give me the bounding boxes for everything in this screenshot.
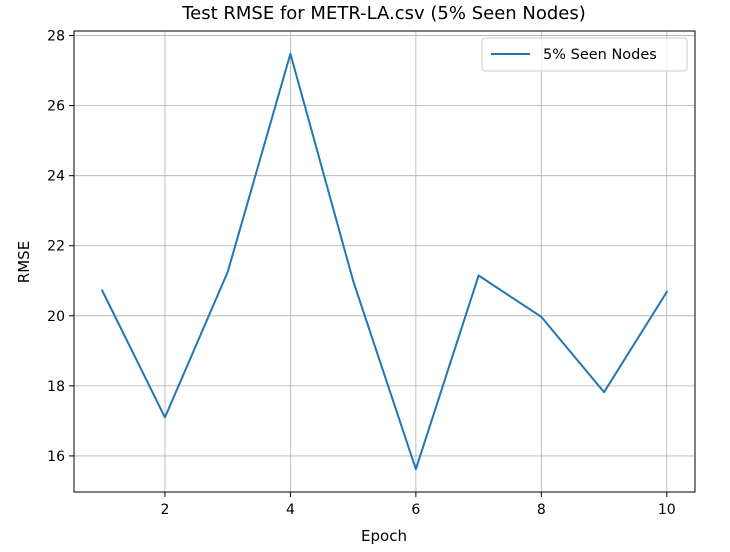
legend-label-5pct-seen-nodes: 5% Seen Nodes: [543, 47, 657, 63]
y-tick-label-26: 26: [47, 99, 65, 115]
x-tick-label-2: 2: [160, 502, 169, 518]
grid: [74, 31, 695, 492]
y-axis-label: RMSE: [15, 241, 33, 283]
y-axis-ticks: 16 18 20 22 24 26 28: [47, 29, 74, 465]
x-tick-label-6: 6: [411, 502, 420, 518]
y-tick-label-20: 20: [47, 309, 65, 325]
x-axis-ticks: 2 4 6 8 10: [160, 492, 676, 518]
series-line-0: [100, 52, 669, 471]
x-tick-label-10: 10: [658, 502, 676, 518]
series-layer: [100, 52, 669, 471]
x-tick-label-4: 4: [286, 502, 295, 518]
x-axis-label: Epoch: [361, 527, 407, 545]
y-tick-label-22: 22: [47, 239, 65, 255]
plot-frame: [73, 30, 696, 493]
legend: 5% Seen Nodes: [481, 37, 688, 72]
y-tick-label-24: 24: [47, 169, 65, 185]
y-tick-label-28: 28: [47, 29, 65, 45]
legend-box: [481, 37, 688, 72]
y-tick-label-18: 18: [47, 379, 65, 395]
chart-title: Test RMSE for METR-LA.csv (5% Seen Nodes…: [181, 3, 586, 24]
x-tick-label-8: 8: [537, 502, 546, 518]
y-tick-label-16: 16: [47, 449, 65, 465]
